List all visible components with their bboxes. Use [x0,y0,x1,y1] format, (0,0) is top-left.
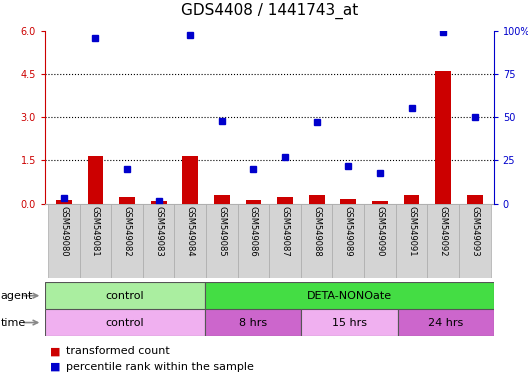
Text: GSM549091: GSM549091 [407,206,416,256]
Text: control: control [106,291,144,301]
Bar [80,204,111,278]
Bar [372,200,388,204]
Text: agent: agent [1,291,33,301]
Text: DETA-NONOate: DETA-NONOate [307,291,392,301]
Text: 24 hrs: 24 hrs [428,318,463,328]
Bar [238,204,269,278]
Bar [269,204,301,278]
Bar [205,309,301,336]
Bar [143,204,174,278]
Bar [205,282,494,309]
Text: GSM549082: GSM549082 [122,206,131,257]
Text: GSM549087: GSM549087 [280,206,289,257]
Bar [246,200,261,204]
Text: GSM549093: GSM549093 [470,206,479,257]
Text: GDS4408 / 1441743_at: GDS4408 / 1441743_at [181,3,358,19]
Text: GSM549088: GSM549088 [312,206,321,257]
Bar [459,204,491,278]
Bar [395,204,427,278]
Bar [111,204,143,278]
Text: ■: ■ [50,362,61,372]
Text: GSM549080: GSM549080 [59,206,68,257]
Text: 8 hrs: 8 hrs [239,318,267,328]
Bar [467,195,483,204]
Text: GSM549081: GSM549081 [91,206,100,257]
Text: 15 hrs: 15 hrs [332,318,367,328]
Bar [301,204,333,278]
Text: ■: ■ [50,346,61,356]
Bar [364,204,395,278]
Bar [341,199,356,204]
Bar [174,204,206,278]
Bar [48,204,80,278]
Bar [45,282,205,309]
Bar [427,204,459,278]
Bar [301,309,398,336]
Text: GSM549085: GSM549085 [218,206,227,257]
Bar [333,204,364,278]
Bar [206,204,238,278]
Text: percentile rank within the sample: percentile rank within the sample [66,362,254,372]
Text: GSM549089: GSM549089 [344,206,353,257]
Text: GSM549083: GSM549083 [154,206,163,257]
Bar [309,195,325,204]
Bar [45,309,205,336]
Bar [182,156,198,204]
Bar [403,195,419,204]
Bar [277,197,293,204]
Text: transformed count: transformed count [66,346,169,356]
Text: time: time [1,318,26,328]
Text: GSM549090: GSM549090 [375,206,384,256]
Bar [88,156,103,204]
Bar [214,195,230,204]
Bar [56,200,72,204]
Text: control: control [106,318,144,328]
Bar [435,71,451,204]
Bar [151,201,166,204]
Text: GSM549092: GSM549092 [439,206,448,256]
Text: GSM549084: GSM549084 [186,206,195,257]
Bar [398,309,494,336]
Text: GSM549086: GSM549086 [249,206,258,257]
Bar [119,197,135,204]
